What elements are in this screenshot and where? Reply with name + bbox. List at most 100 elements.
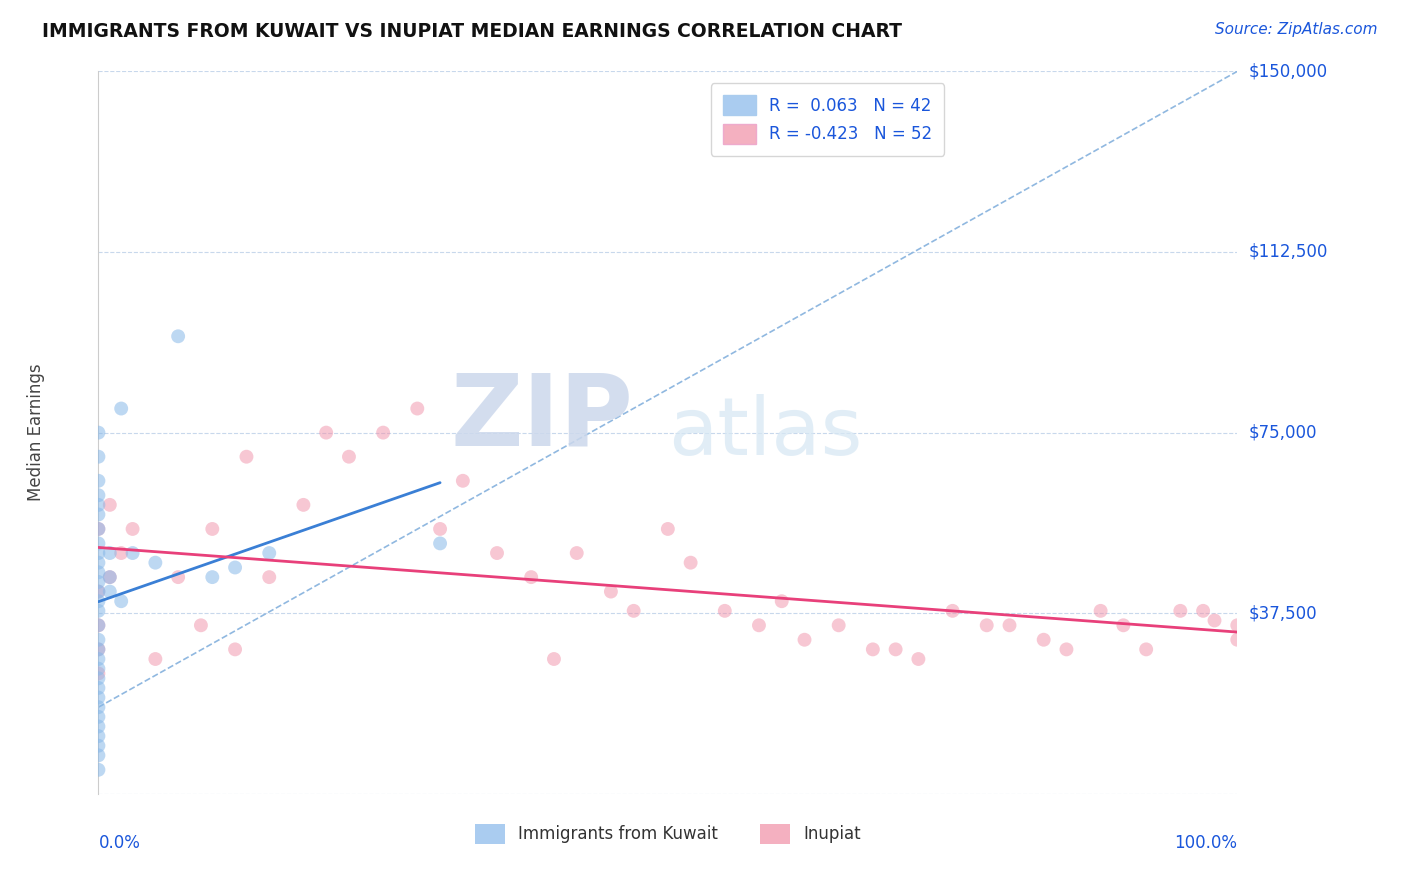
Point [87, 666, 110, 681]
Point [828, 618, 851, 632]
Point [907, 652, 929, 666]
Point [862, 642, 884, 657]
Point [429, 536, 451, 550]
Point [793, 632, 815, 647]
Text: 100.0%: 100.0% [1174, 834, 1237, 852]
Point [235, 450, 257, 464]
Point [87, 508, 110, 522]
Point [748, 618, 770, 632]
Point [87, 522, 110, 536]
Text: IMMIGRANTS FROM KUWAIT VS INUPIAT MEDIAN EARNINGS CORRELATION CHART: IMMIGRANTS FROM KUWAIT VS INUPIAT MEDIAN… [42, 22, 903, 41]
Text: 0.0%: 0.0% [98, 834, 141, 852]
Point [98, 570, 121, 584]
Point [87, 546, 110, 560]
Point [998, 618, 1021, 632]
Point [87, 618, 110, 632]
Point [201, 570, 224, 584]
Point [87, 642, 110, 657]
Point [1204, 614, 1226, 628]
Point [600, 584, 623, 599]
Point [1032, 632, 1054, 647]
Point [110, 401, 132, 416]
Point [87, 700, 110, 714]
Point [87, 681, 110, 695]
Point [486, 546, 509, 560]
Point [1170, 604, 1192, 618]
Point [87, 536, 110, 550]
Point [87, 498, 110, 512]
Point [451, 474, 474, 488]
Point [145, 652, 167, 666]
Point [1135, 642, 1157, 657]
Point [98, 498, 121, 512]
Point [259, 546, 281, 560]
Point [1054, 642, 1078, 657]
Legend: Immigrants from Kuwait, Inupiat: Immigrants from Kuwait, Inupiat [468, 817, 868, 851]
Text: Median Earnings: Median Earnings [27, 364, 45, 501]
Point [976, 618, 998, 632]
Point [406, 401, 429, 416]
Point [224, 560, 246, 574]
Point [1112, 618, 1135, 632]
Point [371, 425, 394, 440]
Point [87, 729, 110, 743]
Point [292, 498, 315, 512]
Point [87, 748, 110, 763]
Point [87, 584, 110, 599]
Point [98, 546, 121, 560]
Point [1192, 604, 1215, 618]
Text: ZIP: ZIP [451, 369, 634, 467]
Point [87, 425, 110, 440]
Point [121, 546, 143, 560]
Point [770, 594, 793, 608]
Point [87, 556, 110, 570]
Point [87, 604, 110, 618]
Point [110, 594, 132, 608]
Text: $37,500: $37,500 [1249, 604, 1317, 623]
Point [87, 719, 110, 733]
Point [110, 546, 132, 560]
Point [87, 652, 110, 666]
Text: Source: ZipAtlas.com: Source: ZipAtlas.com [1215, 22, 1378, 37]
Point [942, 604, 965, 618]
Point [121, 522, 143, 536]
Point [87, 739, 110, 753]
Point [87, 488, 110, 502]
Point [167, 329, 190, 343]
Point [565, 546, 588, 560]
Point [87, 574, 110, 589]
Point [87, 763, 110, 777]
Point [623, 604, 645, 618]
Point [167, 570, 190, 584]
Point [87, 566, 110, 580]
Text: $75,000: $75,000 [1249, 424, 1317, 442]
Point [190, 618, 212, 632]
Point [337, 450, 360, 464]
Point [543, 652, 565, 666]
Point [315, 425, 337, 440]
Point [679, 556, 702, 570]
Point [87, 710, 110, 724]
Point [1226, 632, 1249, 647]
Point [657, 522, 679, 536]
Point [224, 642, 246, 657]
Point [87, 642, 110, 657]
Point [98, 570, 121, 584]
Point [201, 522, 224, 536]
Point [87, 690, 110, 705]
Point [87, 474, 110, 488]
Text: $112,500: $112,500 [1249, 243, 1327, 261]
Point [884, 642, 907, 657]
Point [87, 662, 110, 676]
Point [714, 604, 737, 618]
Text: $150,000: $150,000 [1249, 62, 1327, 80]
Point [87, 522, 110, 536]
Point [1226, 618, 1249, 632]
Point [87, 594, 110, 608]
Point [259, 570, 281, 584]
Text: atlas: atlas [668, 393, 862, 472]
Point [87, 671, 110, 685]
Point [520, 570, 543, 584]
Point [87, 618, 110, 632]
Point [429, 522, 451, 536]
